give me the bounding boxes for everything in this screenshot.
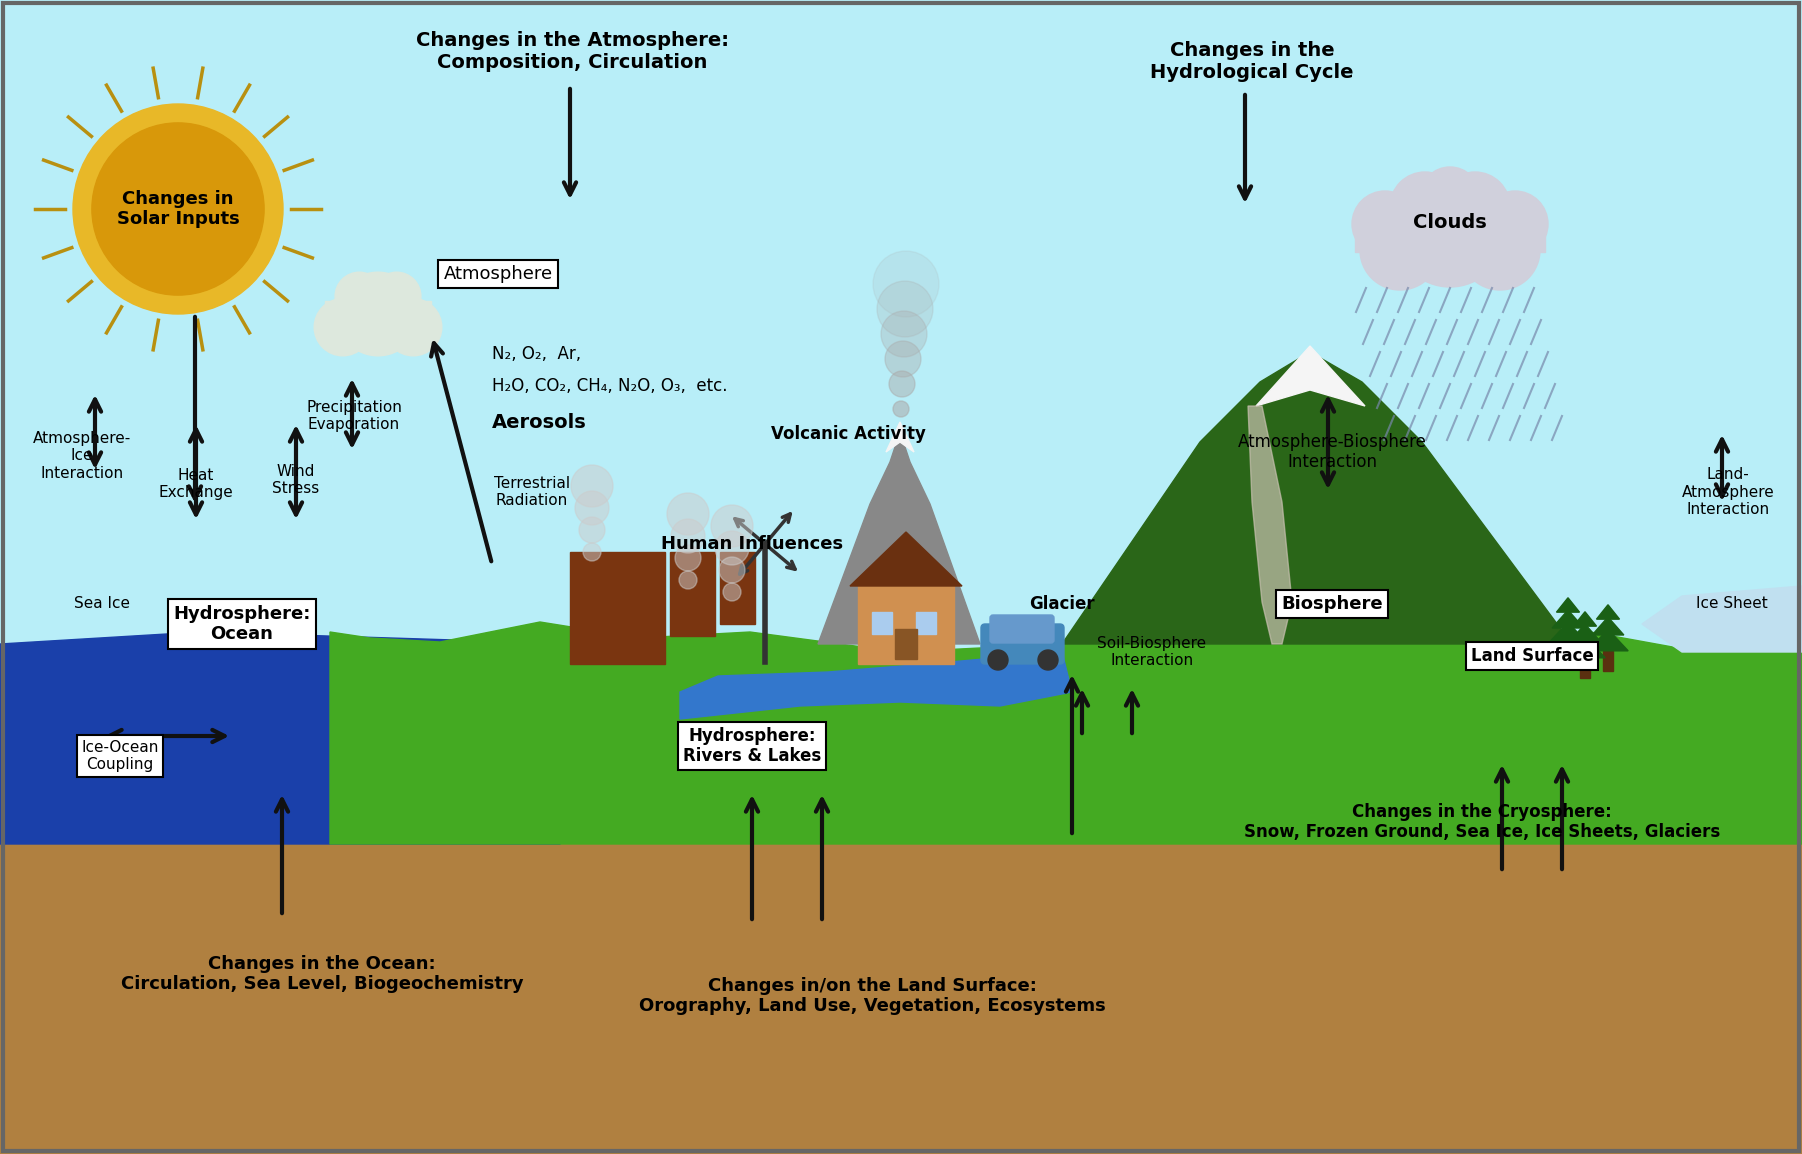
Bar xyxy=(1355,217,1544,252)
Polygon shape xyxy=(1597,605,1620,620)
Circle shape xyxy=(885,340,921,377)
Text: Glacier: Glacier xyxy=(1029,595,1096,613)
Bar xyxy=(1562,644,1573,664)
Circle shape xyxy=(888,370,915,397)
Text: Ice-Ocean
Coupling: Ice-Ocean Coupling xyxy=(81,740,159,772)
Circle shape xyxy=(987,650,1007,670)
Text: Changes in the
Hydrological Cycle: Changes in the Hydrological Cycle xyxy=(1150,42,1353,82)
Text: Land-
Atmosphere
Interaction: Land- Atmosphere Interaction xyxy=(1681,467,1775,517)
Polygon shape xyxy=(1573,612,1597,627)
Text: Atmosphere-
Ice
Interaction: Atmosphere- Ice Interaction xyxy=(32,432,132,481)
Polygon shape xyxy=(1061,352,1571,644)
Polygon shape xyxy=(330,622,1802,844)
Text: Human Influences: Human Influences xyxy=(661,535,843,553)
Text: Changes in/on the Land Surface:
Orography, Land Use, Vegetation, Ecosystems: Changes in/on the Land Surface: Orograph… xyxy=(638,976,1105,1016)
Circle shape xyxy=(1389,172,1460,242)
Circle shape xyxy=(1038,650,1058,670)
Text: Atmosphere: Atmosphere xyxy=(443,265,553,283)
Circle shape xyxy=(1460,210,1541,290)
Bar xyxy=(324,301,431,328)
Circle shape xyxy=(335,272,384,321)
Polygon shape xyxy=(1256,346,1364,406)
Circle shape xyxy=(373,272,422,321)
Polygon shape xyxy=(1564,636,1606,658)
Circle shape xyxy=(1395,177,1505,287)
Circle shape xyxy=(314,299,371,355)
Circle shape xyxy=(1361,210,1440,290)
Circle shape xyxy=(337,272,420,355)
Polygon shape xyxy=(818,432,980,644)
Circle shape xyxy=(571,465,613,507)
Text: Land Surface: Land Surface xyxy=(1470,647,1593,665)
Polygon shape xyxy=(679,652,1072,719)
Text: Atmosphere-Biosphere
Interaction: Atmosphere-Biosphere Interaction xyxy=(1238,433,1427,471)
Polygon shape xyxy=(1249,406,1292,644)
Bar xyxy=(896,629,917,659)
Polygon shape xyxy=(0,844,1802,1154)
Text: Hydrosphere:
Ocean: Hydrosphere: Ocean xyxy=(173,605,310,644)
Text: Volcanic Activity: Volcanic Activity xyxy=(771,425,926,443)
Circle shape xyxy=(1440,172,1510,242)
Polygon shape xyxy=(1552,610,1584,628)
Circle shape xyxy=(92,122,265,295)
Circle shape xyxy=(881,310,926,357)
Circle shape xyxy=(578,517,605,544)
Circle shape xyxy=(1481,192,1548,257)
FancyBboxPatch shape xyxy=(980,624,1063,664)
Circle shape xyxy=(712,505,753,547)
Bar xyxy=(858,586,953,664)
Text: Changes in the Cryosphere:
Snow, Frozen Ground, Sea Ice, Ice Sheets, Glaciers: Changes in the Cryosphere: Snow, Frozen … xyxy=(1243,802,1721,841)
Circle shape xyxy=(384,299,441,355)
Polygon shape xyxy=(0,632,741,844)
Polygon shape xyxy=(1642,586,1802,652)
Text: Changes in
Solar Inputs: Changes in Solar Inputs xyxy=(117,189,240,228)
Text: Aerosols: Aerosols xyxy=(492,412,587,432)
Bar xyxy=(1580,658,1589,679)
Polygon shape xyxy=(1593,617,1624,635)
Circle shape xyxy=(667,493,708,535)
Circle shape xyxy=(670,519,705,553)
Polygon shape xyxy=(1570,624,1600,642)
Polygon shape xyxy=(887,422,914,452)
Bar xyxy=(670,552,715,636)
Polygon shape xyxy=(1588,629,1629,651)
Polygon shape xyxy=(851,532,962,586)
Text: Soil-Biosphere
Interaction: Soil-Biosphere Interaction xyxy=(1097,636,1207,668)
Circle shape xyxy=(715,531,750,565)
Text: Precipitation
Evaporation: Precipitation Evaporation xyxy=(306,399,402,433)
Text: Terrestrial
Radiation: Terrestrial Radiation xyxy=(494,475,569,508)
Circle shape xyxy=(1420,167,1479,227)
Text: Changes in the Ocean:
Circulation, Sea Level, Biogeochemistry: Changes in the Ocean: Circulation, Sea L… xyxy=(121,954,523,994)
Circle shape xyxy=(575,490,609,525)
Circle shape xyxy=(723,583,741,601)
Text: Changes in the Atmosphere:
Composition, Circulation: Changes in the Atmosphere: Composition, … xyxy=(416,31,728,73)
FancyBboxPatch shape xyxy=(989,615,1054,643)
Bar xyxy=(1604,651,1613,670)
Text: Sea Ice: Sea Ice xyxy=(74,597,130,612)
Circle shape xyxy=(584,544,602,561)
Circle shape xyxy=(74,104,283,314)
Polygon shape xyxy=(1548,622,1588,644)
Bar xyxy=(721,552,755,624)
Text: Ice Sheet: Ice Sheet xyxy=(1696,597,1768,612)
Text: Clouds: Clouds xyxy=(1413,212,1487,232)
Circle shape xyxy=(872,252,939,317)
Circle shape xyxy=(679,571,697,589)
Circle shape xyxy=(1352,192,1418,257)
Bar xyxy=(915,612,935,634)
Text: Biosphere: Biosphere xyxy=(1281,595,1382,613)
Text: H₂O, CO₂, CH₄, N₂O, O₃,  etc.: H₂O, CO₂, CH₄, N₂O, O₃, etc. xyxy=(492,377,728,395)
Text: Hydrosphere:
Rivers & Lakes: Hydrosphere: Rivers & Lakes xyxy=(683,727,822,765)
Text: N₂, O₂,  Ar,: N₂, O₂, Ar, xyxy=(492,345,580,364)
Polygon shape xyxy=(1557,598,1580,612)
Circle shape xyxy=(676,545,701,571)
Circle shape xyxy=(719,557,744,583)
Bar xyxy=(872,612,892,634)
Text: Wind
Stress: Wind Stress xyxy=(272,464,319,496)
Bar xyxy=(569,552,665,664)
Text: Heat
Exchange: Heat Exchange xyxy=(159,467,234,500)
Circle shape xyxy=(878,282,933,337)
Circle shape xyxy=(894,400,908,417)
